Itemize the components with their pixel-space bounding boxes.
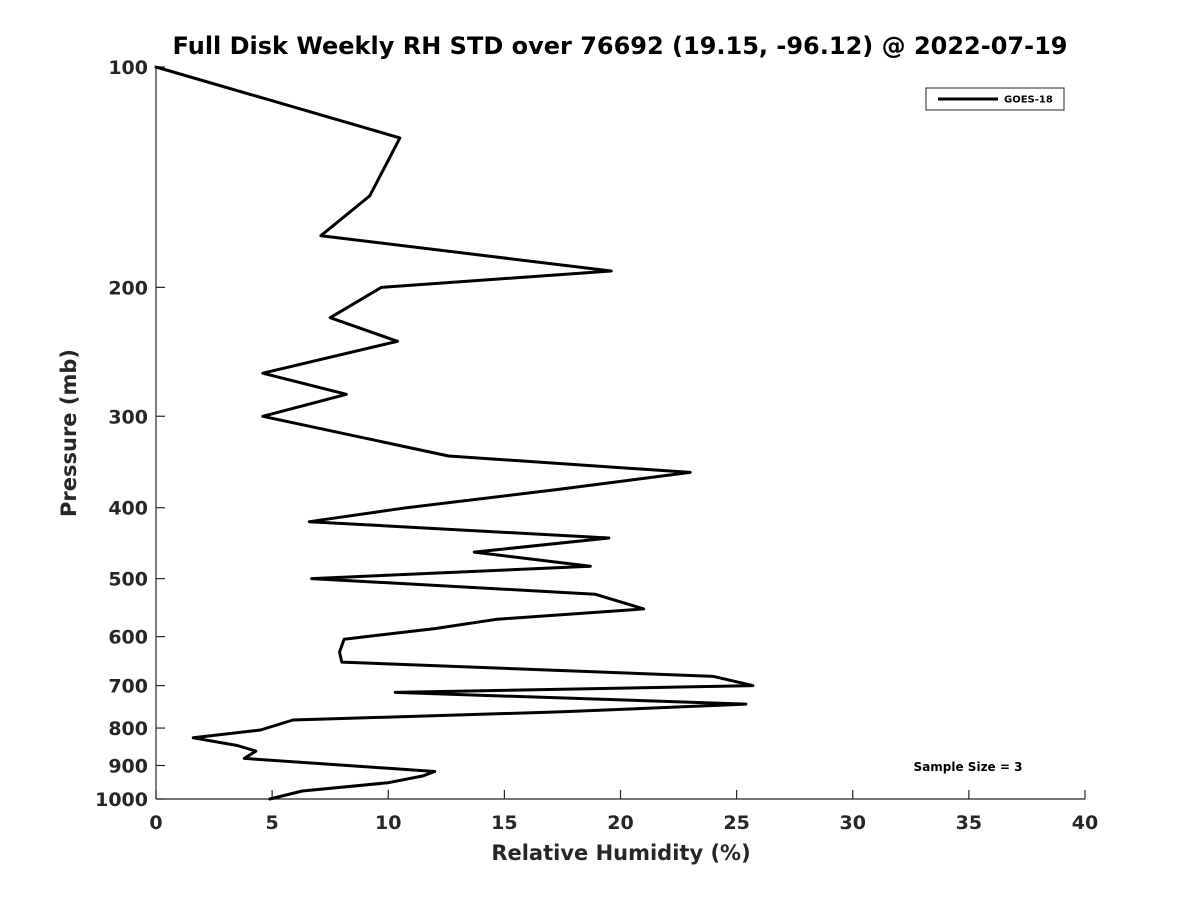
legend: GOES-18 <box>925 87 1065 111</box>
x-tick-label: 5 <box>266 812 279 834</box>
y-tick-label: 400 <box>108 498 148 520</box>
y-tick-label: 1000 <box>95 789 148 811</box>
y-tick-label: 300 <box>108 406 148 428</box>
sample-size-annotation: Sample Size = 3 <box>914 760 1023 774</box>
x-tick-label: 25 <box>723 812 749 834</box>
y-tick-label: 100 <box>108 57 148 79</box>
x-tick-label: 10 <box>375 812 401 834</box>
legend-label-goes-18: GOES-18 <box>1004 95 1053 106</box>
x-tick-label: 35 <box>956 812 982 834</box>
x-tick-label: 0 <box>149 812 162 834</box>
x-tick-label: 40 <box>1072 812 1098 834</box>
x-axis-ticks: 0 5 10 15 20 25 30 35 40 <box>149 790 1098 834</box>
y-tick-label: 500 <box>108 569 148 591</box>
y-tick-label: 700 <box>108 676 148 698</box>
x-tick-label: 20 <box>607 812 633 834</box>
series-line-goes-18 <box>154 65 755 801</box>
x-axis-label: Relative Humidity (%) <box>491 841 750 865</box>
y-axis-label: Pressure (mb) <box>57 349 81 517</box>
y-tick-label: 800 <box>108 718 148 740</box>
y-tick-label: 200 <box>108 277 148 299</box>
x-tick-label: 15 <box>491 812 517 834</box>
x-tick-label: 30 <box>840 812 866 834</box>
series-layer <box>154 65 755 801</box>
chart-title: Full Disk Weekly RH STD over 76692 (19.1… <box>173 32 1068 60</box>
y-tick-label: 600 <box>108 627 148 649</box>
y-axis-ticks: 100 200 300 400 500 600 700 800 900 1000 <box>95 57 165 811</box>
y-tick-label: 900 <box>108 756 148 778</box>
